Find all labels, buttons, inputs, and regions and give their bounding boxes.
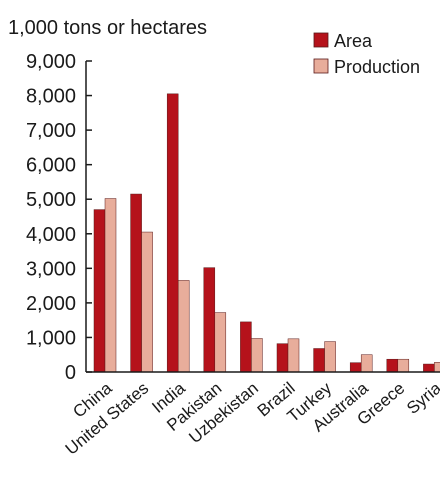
bar-production-australia	[360, 354, 373, 373]
bar-area-syria	[423, 363, 435, 373]
bar-area-pakistan	[203, 267, 216, 373]
bar-production-pakistan	[214, 312, 227, 373]
y-tick-label: 5,000	[26, 189, 76, 211]
legend-swatch-production	[313, 58, 329, 74]
y-tick-label: 8,000	[26, 86, 76, 108]
y-tick-label: 9,000	[26, 51, 76, 73]
y-axis: 0 1,000 2,000 3,000 4,000 5,000 6,000 7,000 8,00…	[26, 51, 92, 384]
y-tick-label: 6,000	[26, 155, 76, 177]
y-tick-label: 7,000	[26, 120, 76, 142]
bar-production-india	[177, 280, 190, 373]
bar-production-brazil	[287, 338, 300, 373]
y-tick-label: 4,000	[26, 224, 76, 246]
bar-production-greece	[397, 358, 410, 373]
y-tick-label: 1,000	[26, 327, 76, 349]
bar-area-united-states	[130, 193, 142, 373]
bars	[93, 93, 440, 373]
bar-production-syria	[434, 362, 440, 373]
y-axis-label: 1,000 tons or hectares	[8, 17, 207, 39]
y-tick-label: 3,000	[26, 258, 76, 280]
bar-area-turkey	[313, 348, 325, 373]
bar-production-china	[104, 198, 117, 373]
x-tick-label: Syria	[403, 378, 440, 418]
legend: Area Production	[313, 31, 420, 77]
bar-area-greece	[386, 358, 399, 373]
bar-area-china	[93, 209, 106, 373]
bar-production-uzbekistan	[251, 338, 263, 373]
bar-production-turkey	[324, 341, 336, 373]
bar-production-united-states	[141, 231, 153, 373]
bar-area-brazil	[276, 343, 289, 373]
legend-label-production: Production	[334, 57, 420, 77]
bar-area-india	[166, 93, 179, 373]
y-tick-label: 0	[65, 362, 76, 384]
y-tick-label: 2,000	[26, 293, 76, 315]
bar-area-australia	[349, 362, 362, 373]
legend-label-area: Area	[334, 31, 373, 51]
bar-area-uzbekistan	[240, 321, 252, 373]
legend-swatch-area	[313, 32, 329, 48]
